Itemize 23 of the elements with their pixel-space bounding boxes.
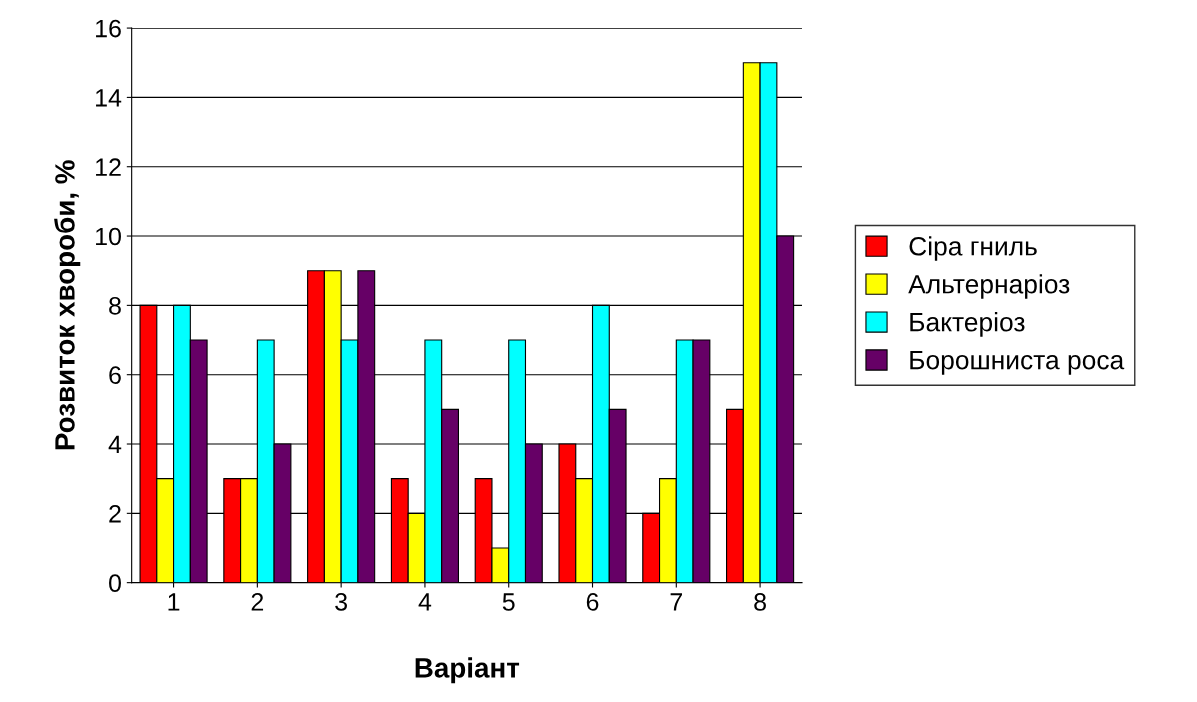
x-tick-label: 4 [418,593,432,611]
y-tick-label: 10 [96,227,121,246]
x-tick-label: 7 [670,593,682,611]
y-tick-label: 16 [96,19,121,38]
y-tick-label: 6 [109,366,121,384]
y-tick-label: 0 [109,574,121,592]
y-tick-label: 12 [96,158,121,176]
legend-label: Борошниста роса [910,351,1125,375]
y-tick-label: 4 [108,435,122,454]
x-tick-label: 1 [168,593,180,611]
x-tick-label: 8 [754,593,766,611]
legend-label: Альтернаріоз [908,274,1070,299]
y-tick-label: 2 [109,504,121,523]
x-tick-label: 5 [502,593,515,611]
y-axis-title: Розвиток хвороби, % [54,160,81,450]
legend-label: Сіра гниль [909,236,1037,261]
y-tick-label: 8 [109,296,121,315]
x-tick-label: 2 [251,593,264,611]
x-tick-label: 6 [586,593,599,611]
legend-label: Бактеріоз [910,312,1025,337]
x-tick-label: 3 [335,593,347,611]
y-tick-label: 14 [96,89,122,107]
x-axis-title: Варіант [415,657,520,684]
